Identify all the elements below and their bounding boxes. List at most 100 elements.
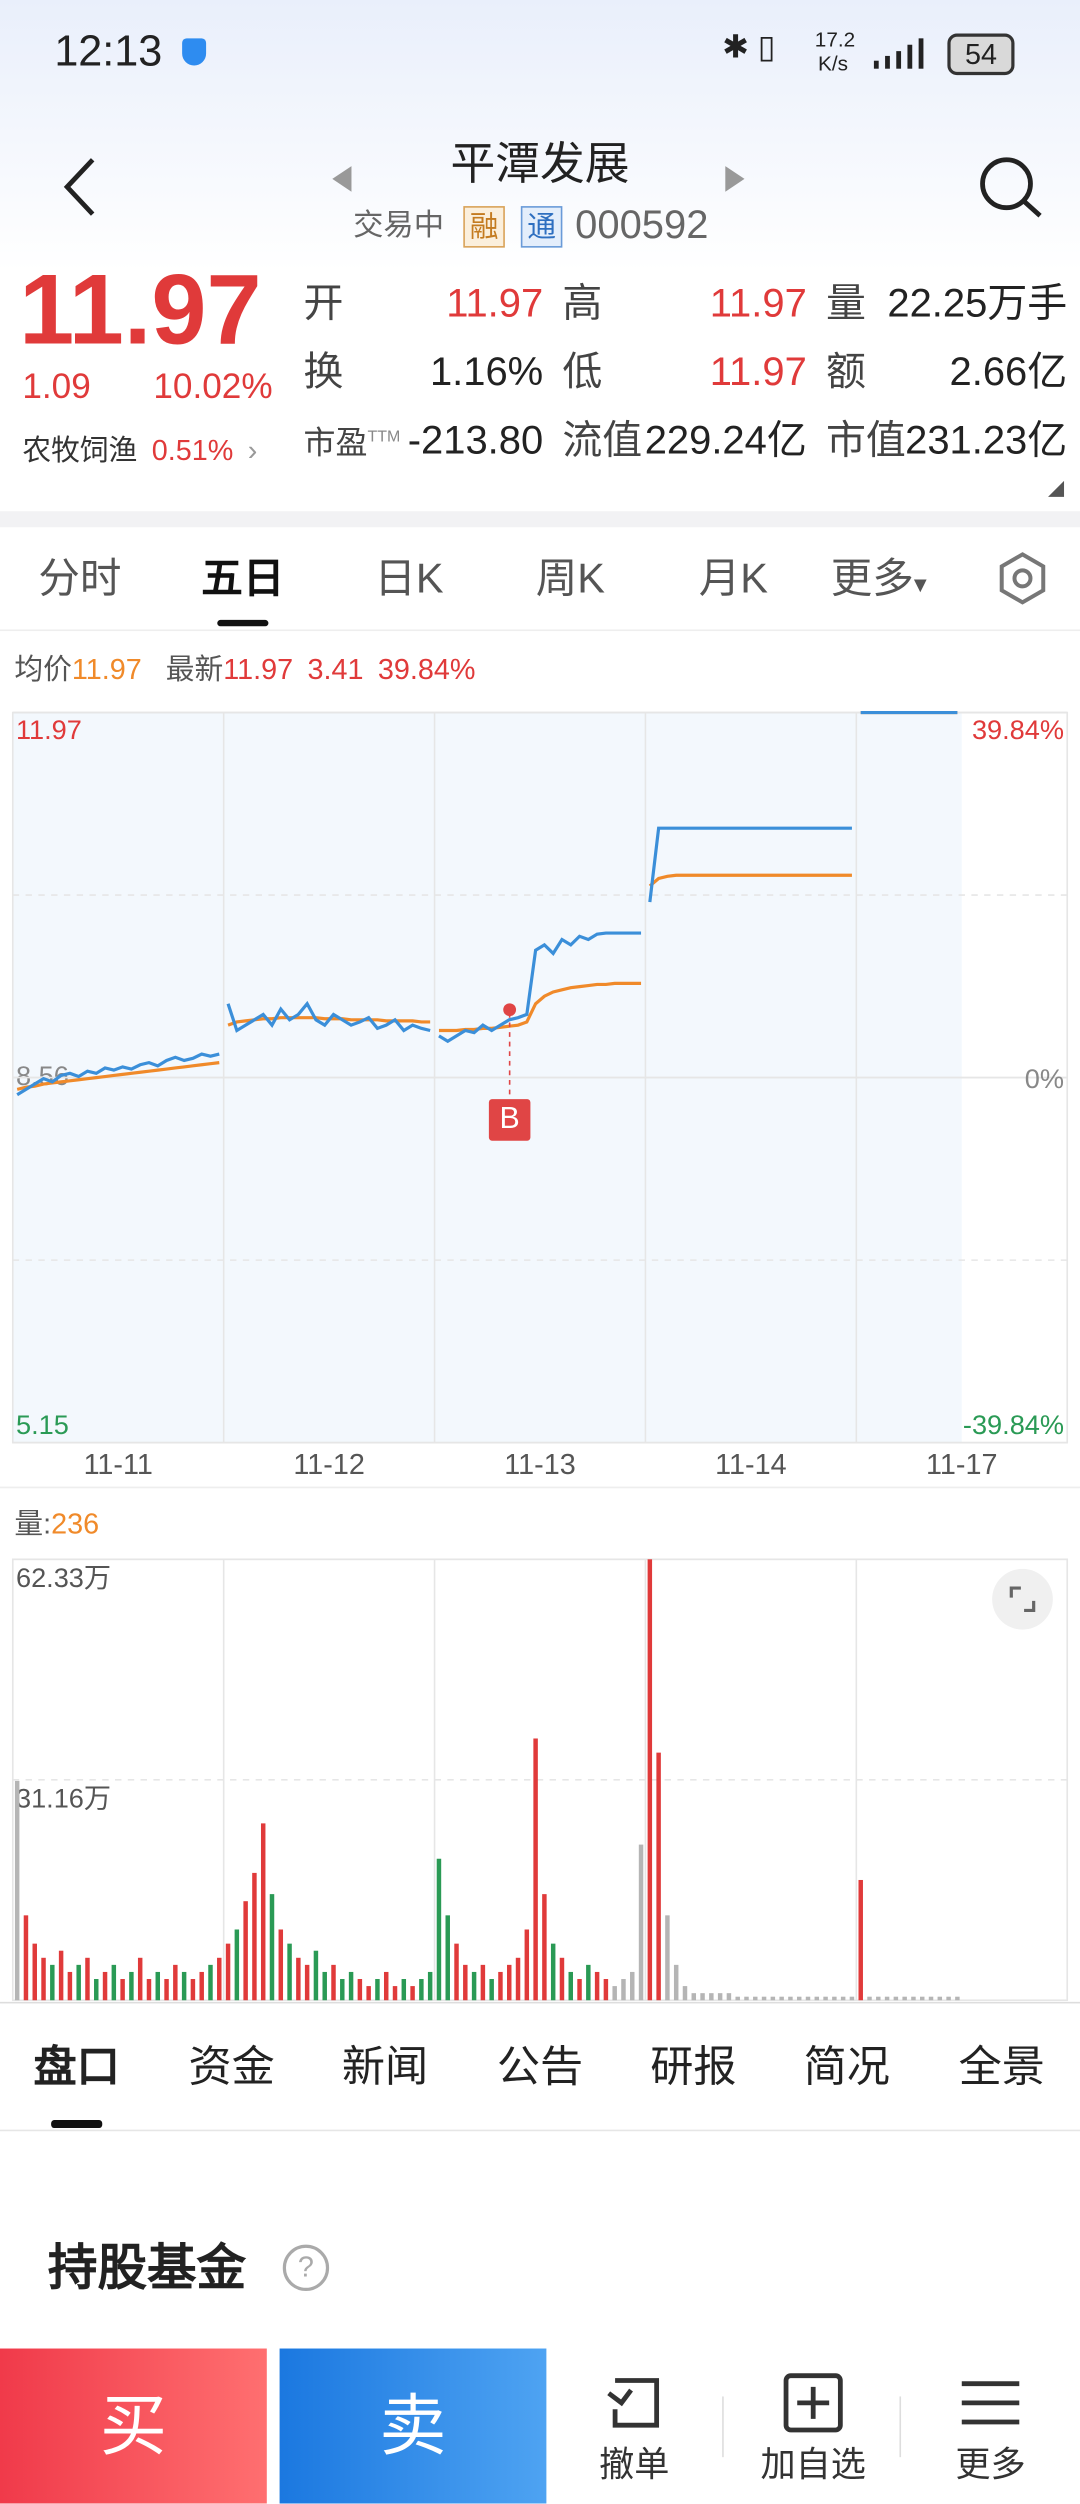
volume-bar [454,1943,459,2001]
volume-bar [858,1879,863,2001]
y2-tick-label: 39.84% [972,714,1064,745]
volume-label: 量: [14,1508,52,1541]
volume-bar [164,1979,169,2001]
volume-bar [427,1971,433,2001]
volume-bar [507,1964,512,2001]
volume-bar [181,1971,187,2001]
period-tab[interactable]: 周K [535,554,605,603]
volume-bar [366,1986,371,2001]
action-button[interactable]: 加自选 [760,2444,866,2485]
volume-bar [691,1993,697,2001]
x-tick-label: 11-14 [715,1449,786,1481]
latest-pct: 39.84% [377,653,476,686]
detail-tab[interactable]: 全景 [958,2043,1045,2092]
chart-info: 均价11.97 最新11.97 3.41 39.84% [14,655,475,684]
volume-bar [120,1979,125,2001]
avg-label: 均价 [14,653,72,686]
volume-bar [76,1964,81,2001]
volume-bar [682,1986,688,2001]
volume-bar [849,1996,855,2001]
field-value: -213.80 [407,418,544,464]
field-value: 11.97 [709,349,807,395]
back-button[interactable] [54,153,108,220]
signal-icon [873,38,924,69]
sector[interactable]: 农牧饲渔 0.51% › [22,436,257,465]
field-label: 市值 [825,418,906,464]
volume-bar [41,1957,46,2001]
volume-bar [735,1996,740,2001]
volume-bar [173,1964,178,2001]
divider [0,2001,1080,2004]
buy-button[interactable]: 买 [0,2348,267,2504]
volume-bar [348,1971,354,2001]
next-stock[interactable] [722,163,748,195]
volume-bar [770,1996,776,2001]
volume-bar [252,1872,257,2001]
chevron: › [247,434,258,467]
volume-bar [94,1979,99,2001]
detail-tab[interactable]: 简况 [803,2043,890,2092]
search-button[interactable] [975,153,1048,220]
detail-tab[interactable]: 公告 [496,2043,584,2092]
field-value: 11.97 [709,281,807,326]
help-icon[interactable]: ? [282,2244,330,2292]
volume-bar [594,1971,600,2001]
volume-bar [823,1996,828,2001]
prev-stock[interactable] [329,163,355,195]
volume-bar [23,1915,29,2001]
action-button[interactable]: 撤单 [599,2444,670,2485]
volume-bar [471,1971,477,2001]
stock-code: 000592 [575,202,709,248]
trade-marker[interactable]: B [488,1099,531,1141]
detail-tab[interactable]: 盘口 [33,2043,120,2092]
sell-button[interactable]: 卖 [279,2348,547,2504]
volume-bar [137,1957,143,2001]
volume-bar [129,1971,134,2001]
period-tab[interactable]: 月K [698,554,768,603]
volume-bar [401,1979,407,2001]
field-value: 2.66亿 [949,349,1068,395]
expand-button[interactable] [991,1567,1055,1631]
volume-bar [621,1979,626,2001]
detail-tab[interactable]: 新闻 [341,2043,429,2092]
volume-bar [278,1929,284,2001]
volume-bar [445,1915,450,2001]
y2-tick-label: -39.84% [963,1409,1064,1440]
volume-bar [357,1979,363,2001]
volume-bar [287,1943,292,2001]
change: 1.09 [22,365,91,406]
period-tab[interactable]: 日K [374,554,444,603]
field-label: 流值 [562,418,643,464]
volume-bar [665,1915,670,2001]
volume-bar [383,1971,389,2001]
period-tab[interactable]: 五日 [201,554,285,603]
price-line [648,873,852,888]
volume-bar [761,1996,767,2001]
volume-bar [234,1929,240,2001]
field-label: 高 [562,281,603,326]
detail-tab[interactable]: 资金 [188,2043,275,2092]
volume-bar [313,1950,319,2001]
price-line [16,1061,220,1091]
volume-bar [586,1964,591,2001]
volume-bar [638,1844,644,2001]
period-tab[interactable]: 分时 [38,554,122,603]
status-icons: ✱ ▯ [722,30,776,66]
action-button[interactable]: 更多 [955,2444,1026,2485]
period-tab[interactable]: 更多▾ [830,554,927,603]
field-label: 量 [825,281,866,326]
volume-bar [67,1971,73,2001]
volume-bar [489,1979,494,2001]
volume-bar [322,1971,327,2001]
detail-tab[interactable]: 研报 [650,2043,737,2092]
volume-bar [340,1979,345,2001]
badge: 融 [463,206,505,248]
volume-bar [463,1964,468,2001]
volume-bar [779,1996,784,2001]
settings-button[interactable] [994,550,1052,608]
volume-bar [32,1943,37,2001]
volume-bar [717,1993,723,2001]
net-speed: 17.2 [814,27,856,52]
volume-bar [726,1993,732,2001]
